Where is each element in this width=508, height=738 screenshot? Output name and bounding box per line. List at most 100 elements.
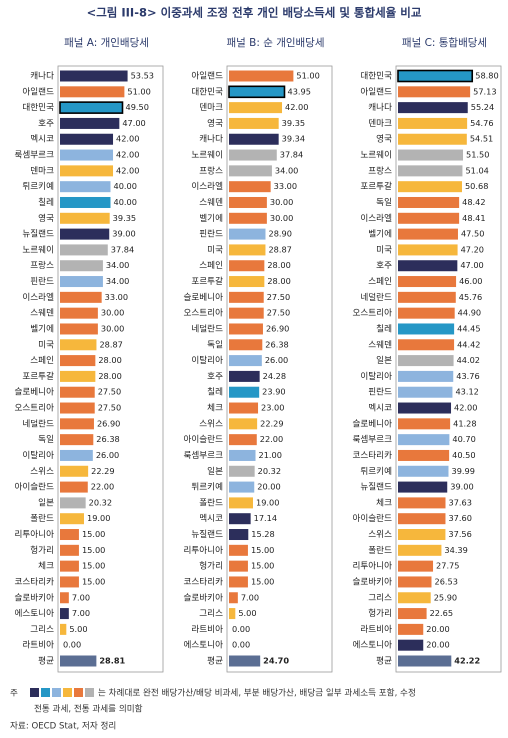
category-label: 에스토니아 (14, 608, 54, 619)
value-label: 28.00 (267, 260, 290, 270)
category-label: 룩셈부르크 (183, 450, 223, 461)
category-label: 그리스 (368, 592, 392, 603)
legend-swatch (30, 688, 39, 697)
bar (398, 418, 451, 430)
bar (229, 402, 259, 414)
bar (398, 133, 467, 145)
value-label: 20.00 (426, 624, 449, 634)
category-label: 이스라엘 (22, 292, 54, 303)
value-label: 28.87 (268, 244, 291, 254)
value-label: 44.02 (457, 355, 480, 365)
value-label: 28.81 (99, 656, 125, 666)
category-label: 핀란드 (199, 228, 223, 240)
category-label: 호주 (207, 371, 223, 382)
bar (398, 497, 446, 509)
value-label: 19.00 (87, 513, 110, 523)
legend-swatch (52, 688, 61, 697)
bar (398, 212, 460, 224)
value-label: 42.00 (454, 403, 477, 413)
value-label: 49.50 (125, 102, 148, 112)
category-label: 평균 (207, 656, 223, 667)
category-label: 라트비아 (191, 624, 223, 635)
category-label: 슬로베니아 (14, 387, 54, 398)
value-label: 28.00 (98, 355, 121, 365)
bar (398, 529, 446, 541)
bar (60, 276, 103, 288)
category-label: 뉴질랜드 (360, 481, 392, 493)
value-label: 15.00 (82, 529, 105, 539)
bar (229, 133, 279, 145)
category-label: 뉴질랜드 (191, 528, 223, 540)
bar (398, 370, 454, 382)
bar (229, 149, 277, 161)
value-label: 15.00 (251, 561, 274, 571)
bar (60, 655, 97, 667)
category-label: 캐나다 (199, 134, 223, 145)
category-label: 아이슬란드 (14, 481, 54, 493)
category-label: 스위스 (30, 466, 54, 477)
value-label: 34.39 (444, 545, 467, 555)
category-label: 포르투갈 (22, 371, 54, 382)
category-label: 멕시코 (199, 513, 223, 524)
category-label: 이탈리아 (22, 450, 54, 461)
value-label: 0.00 (63, 640, 81, 650)
value-label: 22.29 (91, 466, 114, 476)
value-label: 43.12 (455, 387, 478, 397)
value-label: 26.53 (434, 576, 457, 586)
legend-swatch (74, 688, 83, 697)
category-label: 프랑스 (30, 259, 54, 271)
category-label: 네덜란드 (191, 322, 223, 334)
category-label: 아일랜드 (22, 86, 54, 97)
bar (398, 481, 448, 493)
category-label: 평균 (376, 656, 392, 667)
value-label: 23.00 (261, 403, 284, 413)
bar (398, 639, 424, 651)
category-label: 호주 (376, 260, 392, 271)
category-label: 에스토니아 (183, 640, 223, 651)
value-label: 53.53 (131, 71, 154, 81)
value-label: 22.00 (91, 482, 114, 492)
bar (60, 212, 110, 224)
value-label: 39.35 (113, 213, 136, 223)
category-label: 스웨덴 (30, 307, 54, 319)
bar (60, 117, 120, 129)
bar (398, 228, 458, 240)
value-label: 37.84 (111, 244, 134, 254)
category-label: 이탈리아 (360, 371, 392, 382)
value-label: 42.00 (116, 134, 139, 144)
value-label: 27.50 (98, 403, 121, 413)
category-label: 칠레 (207, 387, 223, 398)
bar (229, 592, 238, 604)
category-label: 칠레 (38, 197, 54, 208)
category-label: 스페인 (199, 260, 223, 271)
category-label: 덴마크 (368, 118, 392, 129)
value-label: 41.28 (453, 418, 476, 428)
category-label: 프랑스 (368, 164, 392, 176)
category-label: 멕시코 (368, 403, 392, 414)
bar (229, 307, 264, 319)
bar (229, 481, 255, 493)
value-label: 40.50 (452, 450, 475, 460)
value-label: 25.90 (434, 592, 457, 602)
category-label: 폴란드 (368, 544, 392, 556)
value-label: 43.95 (287, 86, 310, 96)
category-label: 슬로베니아 (352, 418, 392, 429)
bar (60, 449, 93, 461)
bar (229, 513, 251, 525)
bar (229, 370, 260, 382)
category-label: 아이슬란드 (352, 512, 392, 524)
bar (60, 560, 79, 572)
category-label: 핀란드 (30, 275, 54, 287)
bar (60, 592, 69, 604)
category-label: 독일 (376, 197, 392, 208)
category-label: 캐나다 (368, 102, 392, 113)
bar (228, 85, 286, 99)
category-label: 벨기에 (368, 229, 392, 240)
value-label: 44.45 (457, 323, 480, 333)
bar (229, 228, 266, 240)
chart-title: <그림 III-8> 이중과세 조정 전후 개인 배당소득세 및 통합세율 비교 (87, 6, 422, 20)
bar (229, 497, 253, 509)
category-label: 핀란드 (368, 386, 392, 398)
value-label: 50.68 (465, 181, 488, 191)
category-label: 벨기에 (30, 323, 54, 334)
